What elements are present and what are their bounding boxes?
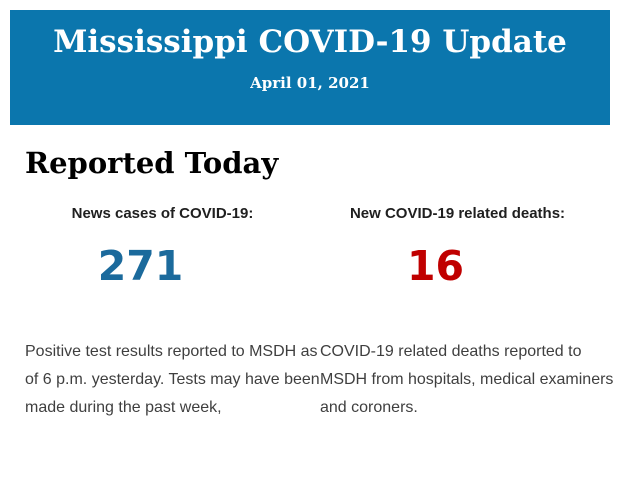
description-line: Positive test results reported to MSDH a… — [25, 343, 318, 360]
new-cases-description: Positive test results reported to MSDH a… — [25, 338, 320, 422]
deaths-description: COVID-19 related deaths reported to MSDH… — [320, 338, 614, 422]
new-cases-value: 271 — [97, 242, 184, 290]
description-line: and coroners. — [320, 399, 418, 416]
description-line: COVID-19 related deaths reported to — [320, 343, 582, 360]
stat-column-new-cases: News cases of COVID-19: 271 Positive tes… — [25, 204, 320, 422]
stat-column-deaths: New COVID-19 related deaths: 16 COVID-19… — [320, 204, 614, 422]
newsletter-date: April 01, 2021 — [250, 74, 370, 92]
new-cases-label: News cases of COVID-19: — [71, 205, 254, 222]
description-line: of 6 p.m. yesterday. Tests may have been — [25, 371, 320, 388]
deaths-label: New COVID-19 related deaths: — [349, 205, 566, 222]
description-line: MSDH from hospitals, medical examiners — [320, 371, 614, 388]
stats-row: News cases of COVID-19: 271 Positive tes… — [25, 204, 614, 422]
description-line: made during the past week, — [25, 399, 222, 416]
newsletter-title: Mississippi COVID-19 Update — [53, 24, 567, 60]
reported-today-heading: Reported Today — [25, 146, 279, 180]
newsletter-header: Mississippi COVID-19 Update April 01, 20… — [10, 10, 610, 125]
deaths-value: 16 — [406, 242, 465, 290]
newsletter-body: Reported Today News cases of COVID-19: 2… — [0, 146, 620, 422]
